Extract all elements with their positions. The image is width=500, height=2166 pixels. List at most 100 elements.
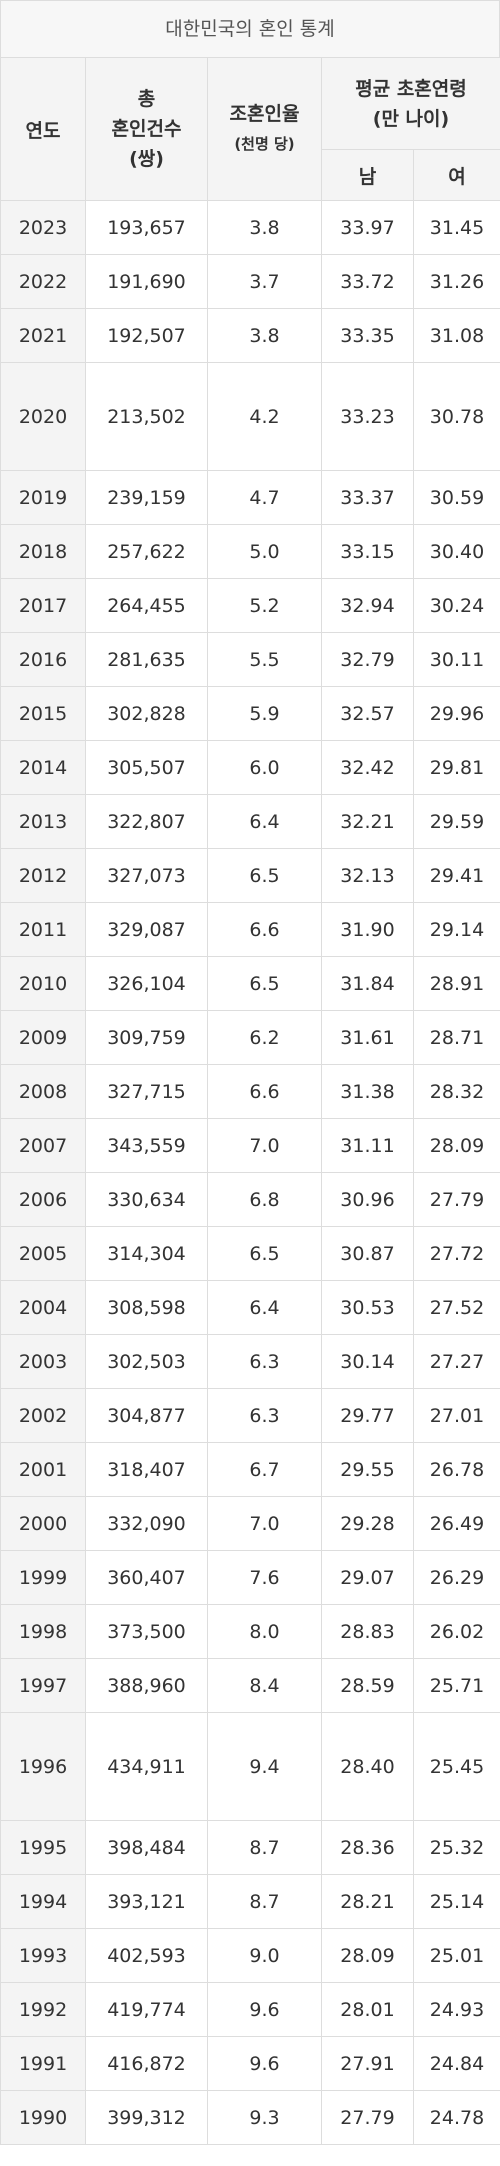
cell-year: 2020	[0, 362, 86, 471]
table-row: 1990 399,312 9.3 27.79 24.78	[0, 2090, 500, 2145]
cell-rate: 5.9	[207, 686, 322, 741]
table-row: 2009 309,759 6.2 31.61 28.71	[0, 1010, 500, 1065]
cell-age-male: 33.23	[321, 362, 414, 471]
cell-year: 1991	[0, 2036, 86, 2091]
table-row: 1993 402,593 9.0 28.09 25.01	[0, 1928, 500, 1983]
cell-year: 2011	[0, 902, 86, 957]
cell-age-female: 26.78	[413, 1442, 500, 1497]
cell-marriages: 281,635	[85, 632, 208, 687]
cell-age-female: 26.49	[413, 1496, 500, 1551]
cell-rate: 6.7	[207, 1442, 322, 1497]
cell-age-male: 31.38	[321, 1064, 414, 1119]
cell-rate: 9.6	[207, 1982, 322, 2037]
cell-age-female: 31.45	[413, 200, 500, 255]
cell-age-male: 33.37	[321, 470, 414, 525]
table-row: 2005 314,304 6.5 30.87 27.72	[0, 1226, 500, 1281]
table-row: 2003 302,503 6.3 30.14 27.27	[0, 1334, 500, 1389]
cell-rate: 9.0	[207, 1928, 322, 1983]
cell-rate: 3.8	[207, 200, 322, 255]
table-row: 2007 343,559 7.0 31.11 28.09	[0, 1118, 500, 1173]
header-male: 남	[321, 149, 414, 201]
cell-marriages: 318,407	[85, 1442, 208, 1497]
cell-age-male: 32.42	[321, 740, 414, 795]
header-rate: 조혼인율 (천명 당)	[207, 57, 322, 201]
cell-age-male: 30.87	[321, 1226, 414, 1281]
cell-marriages: 257,622	[85, 524, 208, 579]
cell-marriages: 393,121	[85, 1874, 208, 1929]
cell-year: 1998	[0, 1604, 86, 1659]
cell-year: 1996	[0, 1712, 86, 1821]
cell-age-male: 29.07	[321, 1550, 414, 1605]
header-marriages: 총 혼인건수 (쌍)	[85, 57, 208, 201]
header-female: 여	[413, 149, 500, 201]
cell-age-female: 25.71	[413, 1658, 500, 1713]
table-row: 1992 419,774 9.6 28.01 24.93	[0, 1982, 500, 2037]
cell-age-female: 29.41	[413, 848, 500, 903]
cell-age-male: 29.55	[321, 1442, 414, 1497]
cell-age-male: 29.77	[321, 1388, 414, 1443]
cell-age-male: 32.94	[321, 578, 414, 633]
cell-rate: 6.2	[207, 1010, 322, 1065]
table-row: 2001 318,407 6.7 29.55 26.78	[0, 1442, 500, 1497]
cell-year: 1992	[0, 1982, 86, 2037]
cell-marriages: 398,484	[85, 1820, 208, 1875]
header-year: 연도	[0, 57, 86, 201]
cell-age-female: 26.02	[413, 1604, 500, 1659]
cell-age-male: 31.61	[321, 1010, 414, 1065]
marriage-table: 연도 총 혼인건수 (쌍) 조혼인율 (천명 당) 평균 초혼연령 (만 나이)…	[0, 57, 500, 2145]
cell-year: 1995	[0, 1820, 86, 1875]
cell-rate: 6.5	[207, 1226, 322, 1281]
cell-age-male: 32.57	[321, 686, 414, 741]
cell-age-male: 33.15	[321, 524, 414, 579]
table-row: 2018 257,622 5.0 33.15 30.40	[0, 524, 500, 579]
table-row: 2022 191,690 3.7 33.72 31.26	[0, 254, 500, 309]
cell-age-female: 25.14	[413, 1874, 500, 1929]
table-row: 2008 327,715 6.6 31.38 28.32	[0, 1064, 500, 1119]
cell-age-female: 30.59	[413, 470, 500, 525]
cell-age-male: 33.72	[321, 254, 414, 309]
cell-marriages: 308,598	[85, 1280, 208, 1335]
cell-year: 2019	[0, 470, 86, 525]
table-row: 2021 192,507 3.8 33.35 31.08	[0, 308, 500, 363]
table-row: 1995 398,484 8.7 28.36 25.32	[0, 1820, 500, 1875]
cell-year: 1993	[0, 1928, 86, 1983]
table-row: 2002 304,877 6.3 29.77 27.01	[0, 1388, 500, 1443]
cell-rate: 5.5	[207, 632, 322, 687]
cell-rate: 4.2	[207, 362, 322, 471]
cell-age-female: 29.14	[413, 902, 500, 957]
cell-rate: 6.3	[207, 1388, 322, 1443]
table-row: 2010 326,104 6.5 31.84 28.91	[0, 956, 500, 1011]
cell-age-female: 27.27	[413, 1334, 500, 1389]
cell-rate: 9.6	[207, 2036, 322, 2091]
cell-year: 2007	[0, 1118, 86, 1173]
cell-year: 2010	[0, 956, 86, 1011]
cell-rate: 6.5	[207, 848, 322, 903]
cell-rate: 6.0	[207, 740, 322, 795]
cell-year: 2015	[0, 686, 86, 741]
cell-rate: 8.4	[207, 1658, 322, 1713]
cell-marriages: 434,911	[85, 1712, 208, 1821]
cell-year: 2023	[0, 200, 86, 255]
cell-age-male: 32.13	[321, 848, 414, 903]
cell-age-male: 29.28	[321, 1496, 414, 1551]
cell-age-female: 25.45	[413, 1712, 500, 1821]
table-caption: 대한민국의 혼인 통계	[0, 0, 500, 57]
cell-rate: 8.7	[207, 1820, 322, 1875]
cell-rate: 6.6	[207, 1064, 322, 1119]
cell-age-male: 32.79	[321, 632, 414, 687]
cell-age-female: 31.08	[413, 308, 500, 363]
cell-age-female: 25.32	[413, 1820, 500, 1875]
cell-marriages: 302,503	[85, 1334, 208, 1389]
table-row: 1998 373,500 8.0 28.83 26.02	[0, 1604, 500, 1659]
cell-age-female: 27.52	[413, 1280, 500, 1335]
cell-age-female: 31.26	[413, 254, 500, 309]
cell-age-female: 29.59	[413, 794, 500, 849]
cell-marriages: 193,657	[85, 200, 208, 255]
cell-age-female: 30.24	[413, 578, 500, 633]
cell-marriages: 304,877	[85, 1388, 208, 1443]
cell-age-male: 31.84	[321, 956, 414, 1011]
cell-age-female: 29.81	[413, 740, 500, 795]
cell-age-female: 30.40	[413, 524, 500, 579]
cell-age-male: 27.79	[321, 2090, 414, 2145]
cell-rate: 9.4	[207, 1712, 322, 1821]
